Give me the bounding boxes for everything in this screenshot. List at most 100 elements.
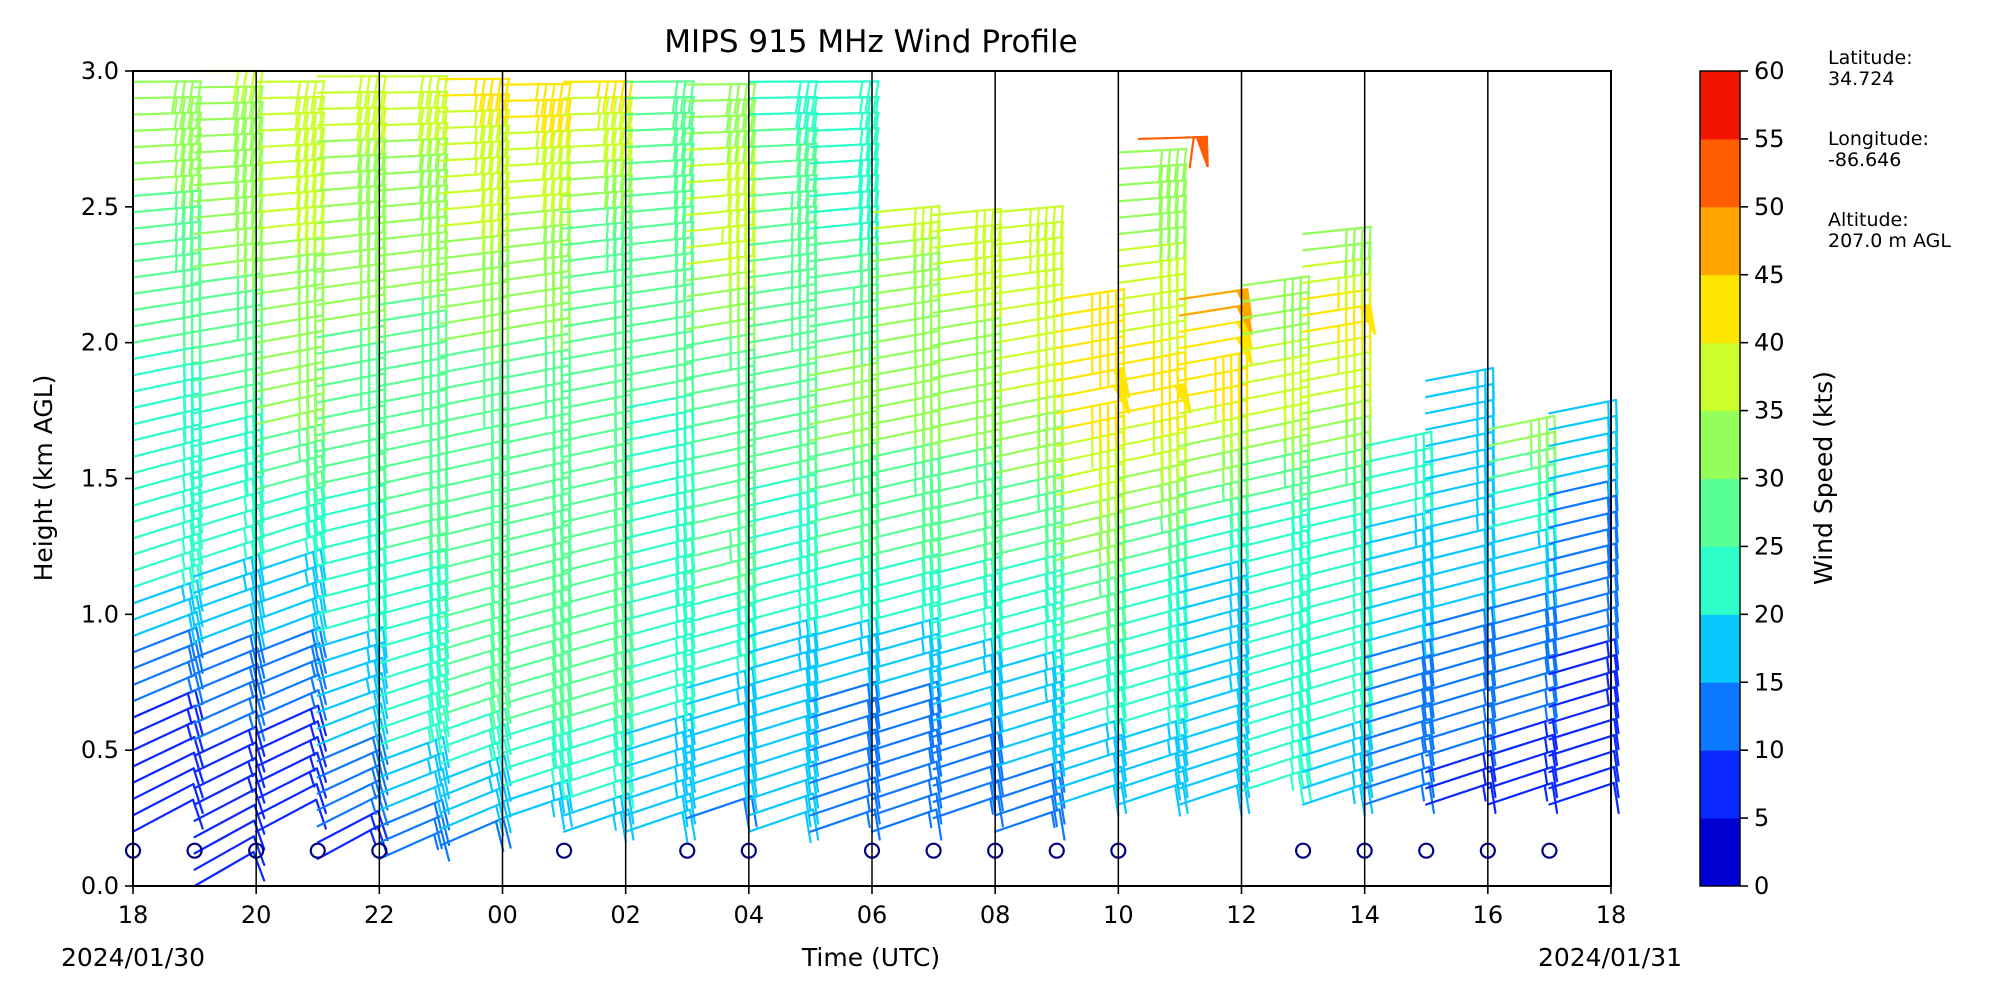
barb-half: [1352, 626, 1356, 644]
wind-barb: [1486, 414, 1557, 451]
wind-barb: [1548, 606, 1620, 639]
barb-full: [356, 122, 363, 156]
wind-barb: [1548, 686, 1620, 719]
wind-barb: [562, 584, 634, 622]
barb-staff: [1301, 303, 1372, 317]
barb-half: [928, 747, 933, 765]
barb-staff: [562, 632, 631, 654]
barb-full: [611, 127, 618, 161]
barb-staff: [686, 555, 755, 575]
barb-staff: [1178, 733, 1246, 757]
barb-staff: [994, 236, 1064, 246]
barb-half: [674, 717, 679, 735]
barb-half: [790, 254, 794, 273]
barb-full: [752, 539, 757, 573]
barb-staff: [624, 220, 695, 230]
barb-full: [478, 77, 487, 111]
barb-full: [487, 109, 494, 142]
barb-half: [1544, 656, 1549, 674]
barb-staff: [1363, 686, 1431, 708]
barb-full: [419, 186, 425, 219]
barb-full: [866, 731, 873, 764]
barb-full: [921, 524, 926, 558]
barb-full: [559, 525, 565, 559]
barb-full: [1360, 528, 1365, 561]
barb-full: [613, 589, 619, 622]
wind-barb: [1548, 702, 1620, 735]
barb-staff: [624, 776, 692, 801]
barb-full: [610, 111, 618, 145]
barb-full: [936, 553, 942, 586]
barb-staff: [439, 343, 509, 358]
barb-staff: [501, 715, 569, 738]
barb-full: [620, 747, 627, 780]
barb-full: [434, 707, 443, 740]
barb-full: [750, 160, 757, 194]
barb-staff: [624, 744, 692, 768]
barb-staff: [131, 142, 203, 149]
barb-staff: [809, 505, 878, 524]
barb-staff: [747, 457, 817, 475]
barb-staff: [439, 534, 509, 553]
barb-staff: [131, 673, 197, 703]
barb-full: [858, 206, 864, 239]
barb-full: [433, 817, 443, 850]
barb-staff: [1301, 686, 1370, 708]
wind-barb: [255, 610, 327, 646]
barb-staff: [1486, 526, 1555, 545]
barb-full: [873, 760, 881, 793]
barb-full: [682, 603, 688, 636]
barb-full: [505, 613, 511, 647]
wind-barb: [501, 192, 572, 227]
wind-barb: [562, 537, 634, 574]
barb-full: [997, 763, 1004, 796]
wind-barb: [809, 142, 880, 176]
barb-staff: [1548, 542, 1617, 562]
barb-staff: [624, 329, 694, 344]
barb-full: [366, 216, 371, 250]
barb-half: [473, 77, 479, 96]
barb-full: [1235, 752, 1243, 785]
barb-half: [1221, 467, 1225, 486]
barb-full: [612, 669, 619, 702]
barb-full: [243, 432, 249, 465]
barb-staff: [193, 506, 261, 529]
wind-barb: [809, 616, 881, 652]
barb-full: [433, 801, 443, 834]
barb-staff: [439, 550, 508, 570]
barb-staff: [316, 717, 382, 746]
barb-staff: [747, 489, 817, 507]
barb-staff: [378, 563, 447, 583]
barb-full: [558, 701, 565, 735]
barb-half: [1352, 594, 1356, 612]
wind-barb: [994, 792, 1066, 828]
barb-staff: [1178, 558, 1247, 578]
barb-full: [859, 540, 865, 574]
barb-staff: [501, 603, 570, 624]
wind-barb: [870, 600, 942, 636]
barb-staff: [1240, 529, 1309, 548]
barb-full: [427, 710, 435, 743]
barb-staff: [932, 523, 1001, 543]
barb-staff: [1178, 478, 1248, 496]
wind-barb: [809, 664, 881, 700]
barb-full: [750, 795, 758, 828]
barb-staff: [624, 282, 695, 295]
barb-half: [674, 669, 679, 687]
barb-staff: [378, 642, 446, 665]
barb-staff: [1425, 590, 1494, 611]
barb-full: [440, 814, 451, 847]
barb-staff: [316, 293, 387, 306]
barb-full: [1614, 398, 1619, 432]
barb-full: [735, 209, 741, 242]
barb-full: [804, 779, 812, 812]
barb-staff: [1425, 446, 1494, 464]
barb-half: [1482, 752, 1487, 770]
barb-staff: [1363, 574, 1432, 594]
barb-half: [427, 726, 433, 744]
barb-full: [812, 728, 820, 761]
barb-staff: [562, 792, 630, 817]
barb-full: [805, 603, 811, 636]
barb-staff: [562, 648, 631, 670]
barb-full: [489, 188, 494, 221]
